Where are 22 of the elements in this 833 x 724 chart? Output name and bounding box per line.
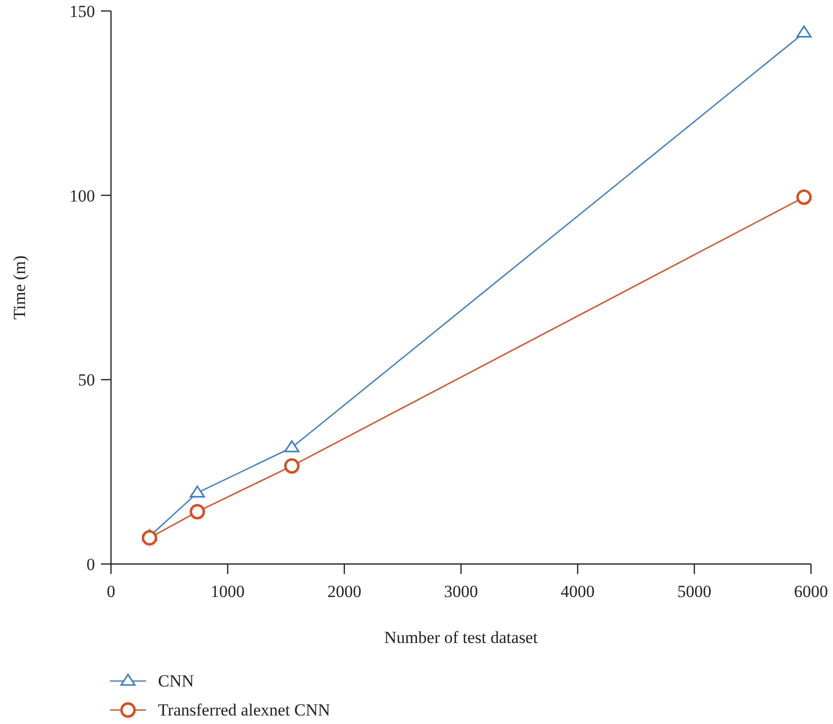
y-axis-title: Time (m) [10, 255, 29, 320]
x-tick-label: 2000 [327, 582, 362, 601]
y-tick-label: 0 [86, 554, 95, 574]
y-tick-label: 150 [70, 2, 95, 21]
x-tick-label: 1000 [210, 582, 245, 601]
x-tick-label: 0 [106, 582, 116, 601]
y-tick-label: 50 [78, 370, 95, 390]
legend-label: Transferred alexnet CNN [158, 700, 330, 720]
x-tick-label: 3000 [444, 582, 478, 601]
point [796, 189, 812, 205]
point [284, 440, 300, 452]
x-tick-label: 5000 [677, 582, 712, 601]
point [142, 530, 158, 546]
point [284, 458, 300, 474]
x-tick-label: 6000 [794, 582, 828, 601]
point [796, 26, 812, 38]
x-axis-title: Number of test dataset [384, 628, 538, 647]
legend-label: CNN [158, 672, 194, 690]
x-tick-label: 4000 [560, 582, 595, 601]
y-tick-label: 100 [70, 186, 95, 206]
point [190, 504, 206, 520]
point [190, 486, 205, 498]
